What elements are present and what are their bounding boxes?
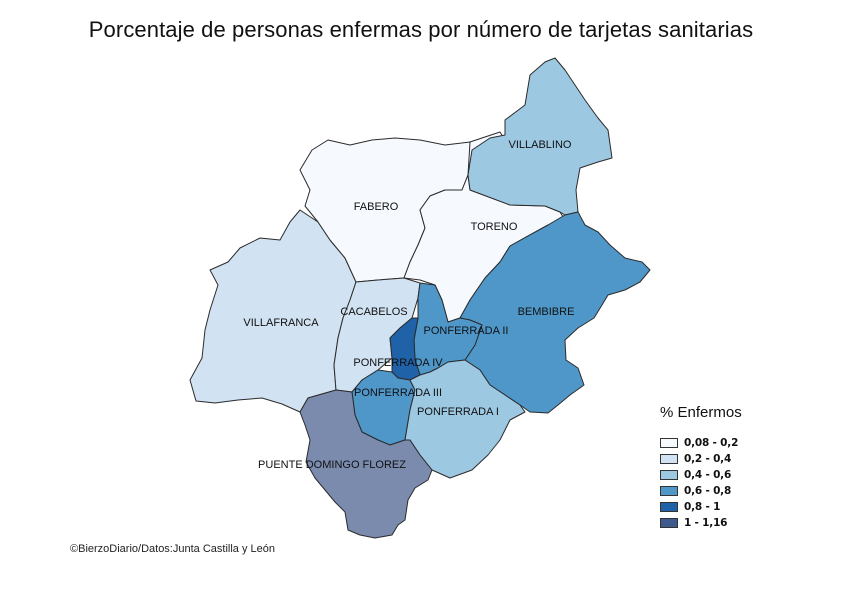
label-ponferrada-iv: PONFERRADA IV [353, 357, 443, 369]
label-villablino: VILLABLINO [509, 139, 572, 151]
legend-item: 0,8 - 1 [660, 499, 742, 515]
label-ponferrada-i: PONFERRADA I [417, 406, 499, 418]
legend-label: 0,2 - 0,4 [684, 453, 732, 465]
legend-item: 0,08 - 0,2 [660, 435, 742, 451]
label-puente-domingo-florez: PUENTE DOMINGO FLOREZ [258, 459, 406, 471]
legend-item: 0,2 - 0,4 [660, 451, 742, 467]
legend-label: 0,8 - 1 [684, 501, 721, 513]
legend-label: 0,4 - 0,6 [684, 469, 732, 481]
legend-swatch [660, 486, 678, 496]
label-toreno: TORENO [471, 221, 518, 233]
region-puente-domingo-florez[interactable] [299, 389, 433, 539]
legend-swatch [660, 502, 678, 512]
label-cacabelos: CACABELOS [340, 306, 407, 318]
legend-item: 0,4 - 0,6 [660, 467, 742, 483]
region-bembibre[interactable] [459, 211, 651, 414]
region-villablino[interactable] [467, 57, 613, 216]
legend-label: 0,08 - 0,2 [684, 437, 739, 449]
legend: % Enfermos 0,08 - 0,2 0,2 - 0,4 0,4 - 0,… [660, 404, 742, 531]
source-credit: ©BierzoDiario/Datos:Junta Castilla y Leó… [70, 543, 275, 555]
label-ponferrada-ii: PONFERRADA II [424, 325, 509, 337]
label-villafranca: VILLAFRANCA [243, 317, 319, 329]
legend-label: 0,6 - 0,8 [684, 485, 732, 497]
legend-swatch [660, 518, 678, 528]
legend-swatch [660, 454, 678, 464]
region-cacabelos[interactable] [333, 277, 421, 393]
label-ponferrada-iii: PONFERRADA III [354, 387, 442, 399]
legend-item: 1 - 1,16 [660, 515, 742, 531]
legend-item: 0,6 - 0,8 [660, 483, 742, 499]
map-title: Porcentaje de personas enfermas por núme… [88, 17, 754, 42]
legend-label: 1 - 1,16 [684, 517, 728, 529]
legend-swatch [660, 438, 678, 448]
legend-swatch [660, 470, 678, 480]
label-fabero: FABERO [354, 201, 399, 213]
legend-title: % Enfermos [660, 404, 742, 421]
label-bembibre: BEMBIBRE [518, 306, 575, 318]
